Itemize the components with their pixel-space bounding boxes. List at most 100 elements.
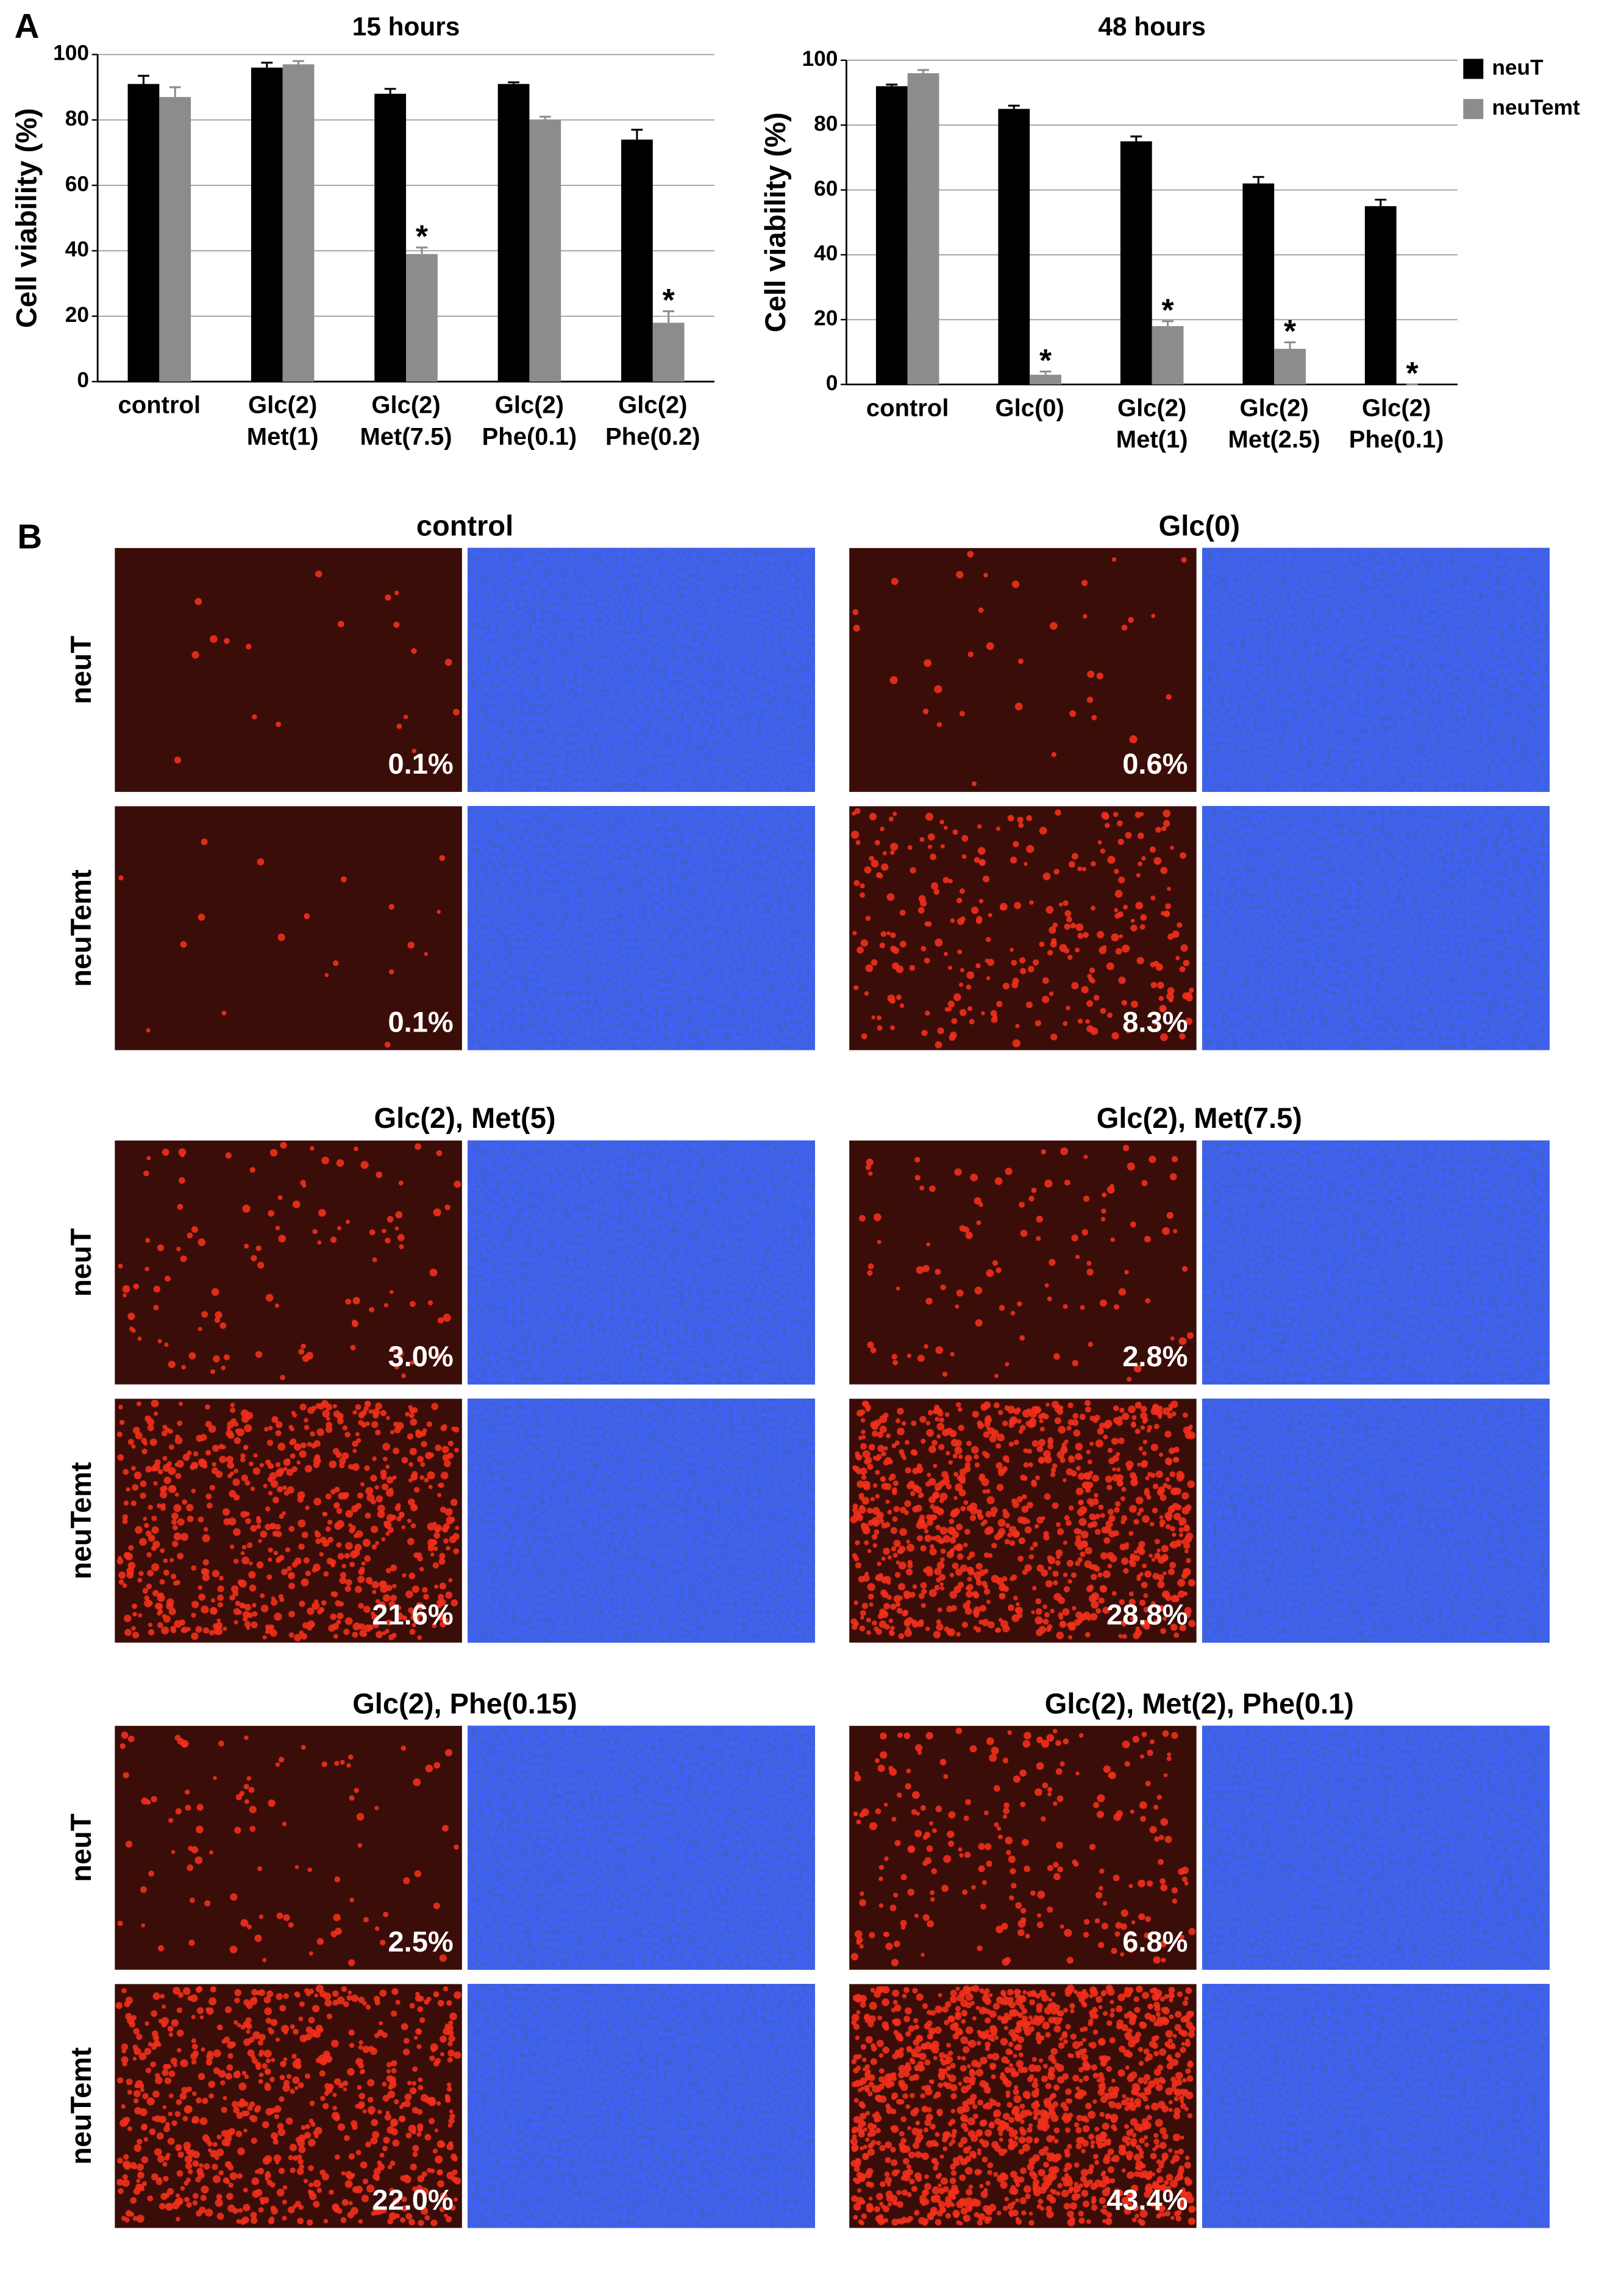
cell-dot	[415, 1995, 422, 2002]
cell-dot	[1006, 1989, 1014, 1996]
cell-dot	[949, 1530, 954, 1535]
cell-dot	[887, 994, 896, 1002]
cell-dot	[869, 855, 875, 861]
cell-dot	[1156, 2176, 1164, 2183]
cell-dot	[1041, 996, 1050, 1004]
cell-dot	[443, 2213, 448, 2218]
cell-dot	[1122, 1634, 1127, 1639]
cell-dot	[1015, 1998, 1023, 2006]
cell-dot	[935, 2173, 941, 2180]
cell-dot	[167, 2137, 175, 2145]
cell-dot	[1110, 2008, 1115, 2013]
cell-dot	[1030, 2018, 1037, 2025]
cell-dot	[859, 2112, 867, 2120]
cell-dot	[1078, 1517, 1087, 1527]
group-title: Glc(2), Met(5)	[374, 1102, 556, 1134]
cell-dot	[1153, 2068, 1161, 2076]
cell-dot	[1117, 838, 1124, 845]
cell-dot	[1018, 2052, 1024, 2058]
cell-dot	[1127, 2028, 1133, 2034]
cell-dot	[127, 1438, 134, 1446]
cell-dot	[1167, 1992, 1175, 1999]
cell-dot	[1112, 1467, 1116, 1472]
cell-dot	[303, 2178, 308, 2184]
cell-dot	[192, 2160, 199, 2167]
cell-dot	[233, 2106, 240, 2114]
cell-dot	[263, 1996, 271, 2004]
cell-dot	[1033, 2015, 1039, 2020]
cell-dot	[344, 1617, 353, 1625]
cell-dot	[978, 1202, 983, 1207]
cell-dot	[912, 2142, 920, 2149]
cell-dot	[1025, 2094, 1031, 2100]
cell-dot	[419, 1613, 424, 1617]
cell-dot	[878, 2068, 885, 2074]
cell-dot	[227, 1461, 235, 1469]
cell-dot	[403, 2037, 410, 2044]
cell-dot	[1155, 2011, 1161, 2017]
cell-dot	[332, 1990, 339, 1997]
cell-dot	[1056, 1528, 1064, 1536]
cell-dot	[123, 1772, 129, 1778]
cell-dot	[1039, 2186, 1047, 2194]
cell-dot	[344, 1431, 351, 1438]
cell-dot	[1152, 1572, 1159, 1580]
cell-dot	[163, 1477, 171, 1485]
cell-dot	[358, 1411, 365, 1419]
cell-dot	[933, 2056, 938, 2061]
cell-dot	[877, 1239, 881, 1244]
cell-dot	[1057, 2183, 1063, 2189]
cell-dot	[176, 2217, 180, 2222]
cell-dot	[321, 1157, 329, 1164]
cell-dot	[175, 2193, 180, 2198]
cell-dot	[1010, 947, 1014, 952]
cell-dot	[1093, 994, 1100, 1001]
cell-dot	[1146, 1494, 1152, 1500]
cell-dot	[156, 1603, 163, 1610]
cell-dot	[1087, 1459, 1092, 1464]
cell-dot	[315, 570, 322, 578]
cell-dot	[978, 1843, 985, 1850]
y-tick-label: 60	[65, 172, 89, 196]
cell-dot	[1129, 1505, 1137, 1513]
cell-dot	[928, 1478, 936, 1486]
blue-channel-image	[468, 806, 815, 1050]
cell-dot	[1097, 2088, 1105, 2096]
cell-dot	[1125, 2033, 1133, 2041]
blue-channel-image	[1202, 1725, 1550, 1970]
cell-dot	[294, 1634, 302, 1642]
cell-dot	[1140, 1405, 1147, 1413]
cell-dot	[983, 1588, 991, 1595]
cell-dot	[389, 2076, 396, 2083]
cell-dot	[1024, 861, 1028, 866]
cell-dot	[415, 1429, 421, 1435]
cell-dot	[243, 2128, 248, 2133]
cell-dot	[1160, 1884, 1168, 1892]
cell-dot	[1139, 1572, 1144, 1577]
cell-dot	[390, 2160, 396, 2166]
cell-dot	[910, 1449, 917, 1456]
cell-dot	[1143, 1593, 1149, 1599]
cell-dot	[340, 1759, 345, 1765]
cell-dot	[990, 1506, 998, 1514]
cell-dot	[421, 2207, 429, 2215]
cell-dot	[853, 1466, 860, 1472]
cell-dot	[850, 2137, 858, 2145]
cell-dot	[162, 2069, 169, 2077]
cell-dot	[905, 1627, 910, 1631]
cell-dot	[281, 1511, 286, 1516]
cell-dot	[918, 1592, 925, 1599]
cell-dot	[995, 1462, 1003, 1469]
cell-dot	[949, 1572, 955, 1578]
cell-dot	[382, 2081, 387, 2087]
cell-dot	[146, 1583, 152, 1589]
cell-dot	[1045, 2083, 1052, 2089]
cell-dot	[1067, 2053, 1072, 2058]
cell-dot	[1139, 1599, 1146, 1606]
cell-dot	[882, 851, 887, 856]
cell-dot	[121, 1731, 129, 1739]
cell-dot	[955, 2006, 961, 2012]
cell-dot	[116, 1558, 124, 1565]
bar	[529, 119, 561, 382]
cell-dot	[1091, 2064, 1098, 2071]
